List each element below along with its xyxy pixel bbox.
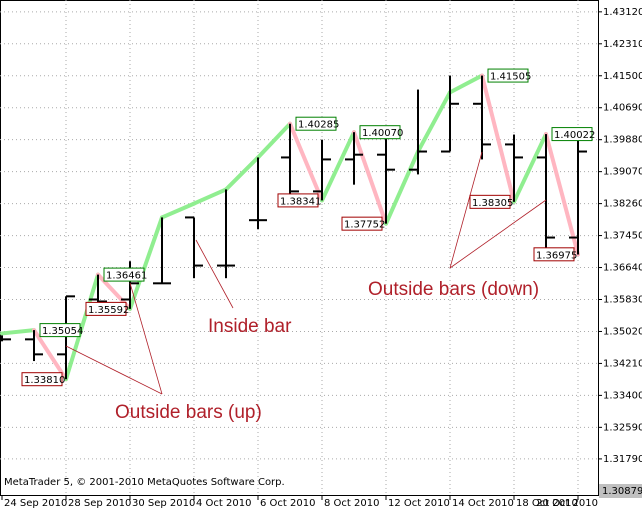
x-tick-label: 20 Oct 2010: [536, 498, 598, 509]
zigzag: [0, 73, 580, 382]
extreme-label: 1.40070: [362, 128, 403, 139]
extreme-label: 1.36461: [106, 271, 147, 282]
y-tick-label: 1.39070: [603, 167, 642, 178]
zigzag-segment: [160, 201, 196, 220]
extreme-box: [21, 372, 63, 387]
y-tick-label: 1.35830: [603, 294, 642, 305]
annotation: Outside bars (down): [368, 279, 539, 300]
zigzag-segment: [288, 121, 324, 203]
zigzag-segment: [544, 132, 580, 257]
extreme-box: [551, 127, 593, 142]
x-tick-label: 12 Oct 2010: [388, 498, 450, 509]
y-tick-label: 1.40690: [603, 103, 642, 114]
zigzag-segment: [128, 215, 164, 311]
extreme-box: [487, 68, 529, 83]
zigzag-segment: [480, 73, 516, 204]
y-tick-label: 1.34210: [603, 358, 642, 369]
extreme-label: 1.38341: [280, 196, 321, 207]
zigzag-segment: [224, 155, 260, 192]
annotation-line: [195, 239, 234, 309]
x-tick-label: 8 Oct 2010: [324, 498, 379, 509]
extreme-label: 1.37752: [344, 220, 385, 231]
extreme-label: 1.41505: [490, 72, 531, 83]
zigzag-segment: [192, 187, 228, 206]
zigzag-segment: [320, 130, 356, 203]
zigzag-segment: [384, 149, 420, 226]
annotation-line: [449, 151, 483, 269]
x-tick-label: 24 Sep 2010: [4, 498, 67, 509]
zigzag-segment: [32, 328, 68, 382]
extreme-box: [295, 116, 337, 131]
y-tick-label: 1.43120: [603, 7, 642, 18]
extreme-label: 1.40285: [298, 120, 339, 131]
y-tick-label: 1.37450: [603, 231, 642, 242]
extreme-label: 1.40022: [554, 130, 595, 141]
zigzag-segment: [64, 272, 100, 382]
copyright: MetaTrader 5, © 2001-2010 MetaQuotes Sof…: [4, 477, 285, 488]
extreme-box: [277, 193, 319, 208]
extreme-label: 1.38305: [472, 198, 513, 209]
labels: 1.43120 1.42310 1.41500 1.40690 1.39880 1.390…: [4, 7, 642, 509]
bars: [0, 75, 587, 380]
extreme-box: [85, 301, 127, 316]
zigzag-segment: [0, 328, 36, 336]
extreme-box: [359, 125, 401, 140]
y-tick-label: 1.32590: [603, 422, 642, 433]
annotation: Outside bars (up): [115, 402, 262, 423]
extreme-box: [341, 216, 383, 231]
x-tick-label: 4 Oct 2010: [196, 498, 251, 509]
y-tick-label: 1.38260: [603, 199, 642, 210]
annotation: Inside bar: [208, 316, 292, 337]
extreme-box: [103, 267, 145, 282]
y-tick-label: 1.41500: [603, 71, 642, 82]
extreme-box: [533, 247, 575, 262]
y-tick-label: 1.33400: [603, 390, 642, 401]
last-price: 1.30879: [602, 486, 642, 497]
extreme-label: 1.35054: [42, 326, 83, 337]
annotation-lines: [65, 151, 547, 395]
x-tick-label: 30 Sep 2010: [132, 498, 195, 509]
last-price-box: [599, 484, 642, 498]
extreme-box: [39, 323, 81, 338]
extreme-box: [469, 194, 511, 209]
x-tick-label: 18 Oct 2010: [516, 498, 578, 509]
y-tick-label: 1.39880: [603, 135, 642, 146]
plot-frame: [0, 0, 599, 496]
annotation-line: [65, 345, 163, 395]
x-tick-label: 6 Oct 2010: [260, 498, 315, 509]
zigzag-segment: [512, 132, 548, 204]
x-tick-label: 14 Oct 2010: [452, 498, 514, 509]
y-tick-label: 1.35020: [603, 326, 642, 337]
zigzag-segment: [448, 73, 484, 95]
extreme-label: 1.33810: [24, 375, 65, 386]
y-tick-label: 1.42310: [603, 39, 642, 50]
y-tick-label: 1.36640: [603, 263, 642, 274]
annotation-line: [129, 282, 163, 395]
zigzag-segment: [256, 121, 292, 160]
y-tick-label: 1.31790: [603, 454, 642, 465]
extreme-label: 1.35592: [88, 305, 129, 316]
zigzag-segment: [352, 130, 388, 226]
annotation-line: [449, 199, 547, 269]
extreme-label: 1.36975: [536, 250, 577, 261]
x-tick-label: 28 Sep 2010: [68, 498, 131, 509]
zigzag-segment: [416, 90, 452, 154]
